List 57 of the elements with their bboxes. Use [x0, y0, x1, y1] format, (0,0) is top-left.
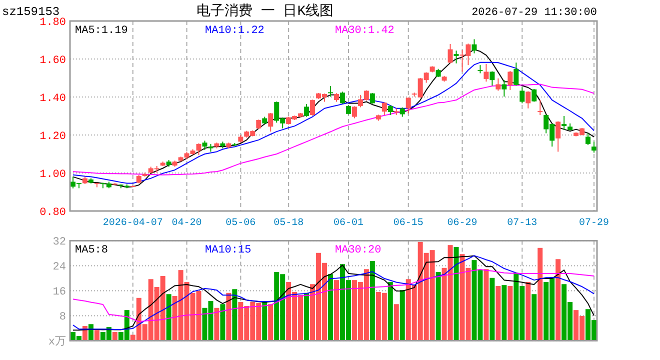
- y-tick-label: 1.40: [40, 93, 66, 105]
- bar: [484, 269, 489, 341]
- text: MA5:8: [75, 244, 108, 257]
- bar: [334, 280, 339, 341]
- bar: [214, 308, 220, 341]
- bar: [556, 259, 561, 341]
- text: MA30:20: [335, 244, 382, 257]
- x-tick-label: 2026-04-07: [102, 218, 163, 229]
- x-tick-label: 05-06: [226, 218, 256, 229]
- x-tick-label: 06-29: [447, 218, 478, 229]
- bar: [370, 261, 375, 341]
- y-tick-label: 24: [52, 262, 66, 274]
- bar: [394, 304, 399, 341]
- bar: [502, 285, 507, 341]
- bar: [538, 248, 543, 341]
- bar: [400, 290, 405, 341]
- x-tick-label: 06-15: [393, 218, 424, 229]
- text: MA10:1.22: [205, 25, 264, 37]
- bar: [496, 286, 501, 341]
- x-tick-label: 07-29: [579, 218, 610, 229]
- x-tick-label: 04-20: [172, 218, 202, 229]
- x-tick-label: 07-13: [507, 218, 538, 229]
- y-tick-label: 32: [52, 236, 66, 249]
- text: 2026-07-29 11:30:00: [472, 7, 597, 19]
- chart-subtitle: sz159153: [2, 5, 60, 19]
- bar: [166, 294, 172, 341]
- y-tick-label: 8: [59, 312, 66, 324]
- y-tick-label: 1.80: [40, 17, 66, 29]
- chart-title: 电子消费 一 日K线图: [196, 3, 334, 20]
- bar: [388, 282, 393, 341]
- y-tick-label: 1.60: [40, 55, 66, 67]
- bar: [226, 292, 232, 341]
- x-tick-label: 05-18: [274, 218, 304, 229]
- bar: [220, 304, 226, 341]
- bar: [526, 282, 531, 341]
- bar: [508, 286, 513, 341]
- y-tick-label: 1.00: [40, 169, 66, 181]
- x-tick-label: 06-01: [333, 218, 364, 229]
- bar: [94, 330, 100, 341]
- y-tick-label: 16: [52, 286, 66, 299]
- text: MA10:15: [205, 244, 252, 257]
- text: MA30:1.42: [335, 25, 394, 37]
- bar: [328, 274, 334, 341]
- bar: [268, 304, 274, 341]
- line-series: [72, 268, 595, 322]
- bar: [304, 292, 310, 341]
- y-tick-label: 1.20: [40, 131, 66, 143]
- text: MA5:1.19: [75, 25, 128, 37]
- bar: [262, 301, 268, 341]
- y-tick-label: 0.80: [40, 207, 66, 219]
- bar: [436, 272, 441, 341]
- bar: [490, 278, 495, 341]
- y-tick-label: x万: [48, 336, 66, 349]
- bar: [112, 332, 118, 341]
- bar: [454, 246, 459, 341]
- bar: [232, 289, 238, 341]
- bar: [532, 294, 537, 341]
